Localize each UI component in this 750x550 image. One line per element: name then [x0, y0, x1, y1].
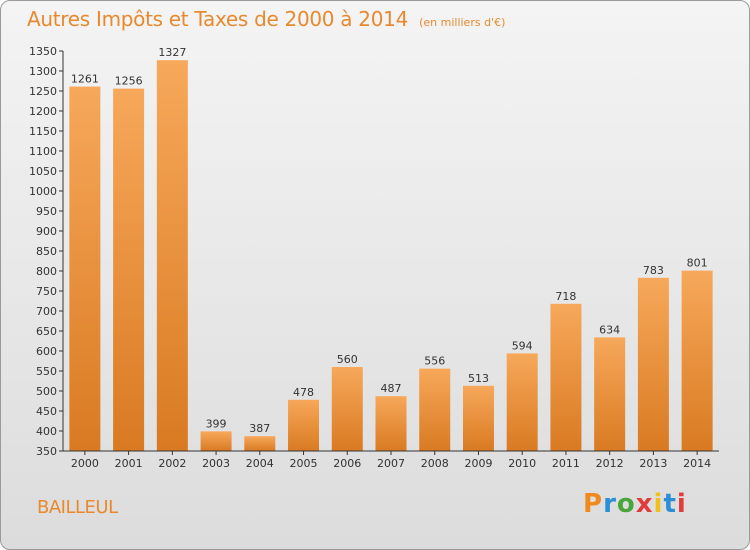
bar-2011: [550, 303, 582, 451]
y-tick-label: 900: [36, 225, 57, 238]
y-tick-label: 1050: [29, 165, 57, 178]
chart-title: Autres Impôts et Taxes de 2000 à 2014: [27, 7, 408, 31]
y-tick-label: 400: [36, 425, 57, 438]
bars-layer: 1261 1256 1327 399 387 478 560 487 556 513 594 718 6…: [69, 46, 713, 451]
x-tick-label-2012: 2012: [596, 457, 624, 470]
proxiti-logo: Proxiti: [583, 489, 687, 519]
bar-2006: [331, 367, 363, 451]
bar-2013: [637, 277, 669, 451]
bar-2012: [594, 337, 626, 451]
y-tick-label: 450: [36, 405, 57, 418]
y-tick-label: 550: [36, 365, 57, 378]
bar-2001: [113, 88, 145, 451]
x-tick-label-2001: 2001: [115, 457, 143, 470]
y-tick-label: 1000: [29, 185, 57, 198]
logo-letter: i: [653, 489, 664, 519]
bar-2002: [156, 60, 188, 451]
data-label-2013: 783: [643, 264, 664, 277]
logo-letter: i: [676, 489, 687, 519]
data-label-2014: 801: [687, 257, 708, 270]
data-label-2011: 718: [555, 290, 576, 303]
bar-2000: [69, 86, 101, 451]
commune-name: BAILLEUL: [37, 497, 118, 518]
logo-letter: t: [663, 489, 677, 519]
data-label-2004: 387: [249, 422, 270, 435]
data-label-2007: 487: [381, 382, 402, 395]
y-tick-label: 800: [36, 265, 57, 278]
x-tick-label-2000: 2000: [71, 457, 99, 470]
y-tick-label: 750: [36, 285, 57, 298]
y-tick-label: 1150: [29, 125, 57, 138]
y-tick-label: 600: [36, 345, 57, 358]
bar-2005: [288, 399, 320, 451]
data-label-2002: 1327: [158, 46, 186, 59]
bar-2003: [200, 431, 232, 451]
chart-subtitle: (en milliers d'€): [419, 16, 506, 29]
bar-2007: [375, 396, 407, 451]
x-tick-label-2005: 2005: [290, 457, 318, 470]
y-tick-label: 700: [36, 305, 57, 318]
logo-letter: o: [616, 489, 636, 519]
data-label-2000: 1261: [71, 73, 99, 86]
data-label-2009: 513: [468, 372, 489, 385]
y-tick-label: 1200: [29, 105, 57, 118]
y-tick-label: 1100: [29, 145, 57, 158]
x-tick-label-2010: 2010: [508, 457, 536, 470]
data-label-2008: 556: [424, 355, 445, 368]
x-tick-label-2007: 2007: [377, 457, 405, 470]
x-tick-label-2011: 2011: [552, 457, 580, 470]
data-label-2003: 399: [206, 417, 227, 430]
data-label-2006: 560: [337, 353, 358, 366]
x-tick-label-2006: 2006: [333, 457, 361, 470]
y-tick-label: 950: [36, 205, 57, 218]
x-tick-label-2013: 2013: [639, 457, 667, 470]
data-label-2005: 478: [293, 386, 314, 399]
x-tick-label-2009: 2009: [464, 457, 492, 470]
axis-layer: 350 400 450 500 550 600 650 700 750 800 850 900 950 1…: [29, 45, 719, 470]
logo-letter: P: [583, 489, 604, 519]
y-tick-label: 1250: [29, 85, 57, 98]
bar-2004: [244, 436, 276, 451]
data-label-2001: 1256: [115, 75, 143, 88]
y-tick-label: 1350: [29, 45, 57, 58]
y-tick-label: 650: [36, 325, 57, 338]
bar-2009: [462, 385, 494, 451]
y-tick-label: 1300: [29, 65, 57, 78]
x-tick-label-2008: 2008: [421, 457, 449, 470]
bar-2008: [419, 368, 451, 451]
title-row: Autres Impôts et Taxes de 2000 à 2014 (e…: [27, 7, 505, 31]
x-tick-label-2004: 2004: [246, 457, 274, 470]
x-tick-label-2014: 2014: [683, 457, 711, 470]
y-tick-label: 500: [36, 385, 57, 398]
bar-2010: [506, 353, 538, 451]
y-tick-label: 350: [36, 445, 57, 458]
logo-letter: x: [635, 489, 654, 519]
x-tick-label-2002: 2002: [158, 457, 186, 470]
data-label-2012: 634: [599, 323, 620, 336]
bar-2014: [681, 270, 713, 451]
x-tick-label-2003: 2003: [202, 457, 230, 470]
y-tick-label: 850: [36, 245, 57, 258]
data-label-2010: 594: [512, 339, 533, 352]
logo-letter: r: [603, 489, 617, 519]
